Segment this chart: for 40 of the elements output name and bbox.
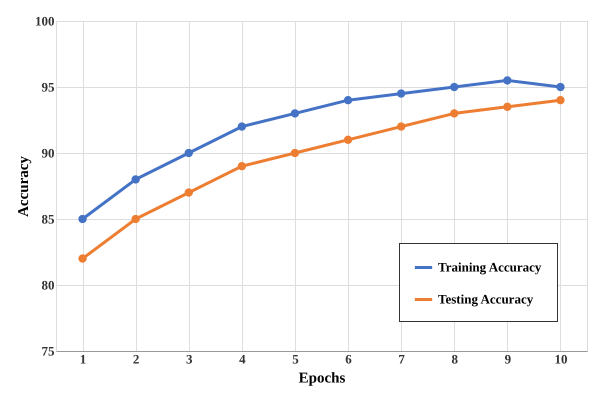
- point: [184, 188, 193, 197]
- y-tick-label: 90: [42, 146, 54, 160]
- point: [344, 136, 352, 144]
- x-tick-label: 3: [186, 352, 193, 366]
- x-axis-title: Epochs: [298, 370, 346, 386]
- legend-label: Training Accuracy: [438, 260, 542, 274]
- y-tick-label: 80: [42, 278, 54, 292]
- x-tick-label: 8: [452, 352, 458, 366]
- point: [238, 122, 246, 131]
- x-tick-label: 4: [239, 352, 246, 366]
- point: [78, 254, 87, 263]
- point: [238, 162, 246, 170]
- x-tick-label: 1: [80, 352, 86, 366]
- legend-label: Testing Accuracy: [438, 292, 534, 306]
- point: [396, 89, 406, 98]
- y-tick-label: 85: [42, 212, 55, 226]
- point: [396, 122, 406, 131]
- x-tick-label: 2: [132, 352, 140, 366]
- point: [503, 102, 512, 111]
- point: [78, 214, 87, 224]
- y-tick-label: 75: [42, 344, 55, 358]
- point: [290, 109, 300, 118]
- point: [184, 148, 193, 158]
- point: [556, 82, 565, 92]
- point: [290, 148, 300, 158]
- y-tick-label: 95: [42, 80, 55, 94]
- point: [450, 82, 458, 92]
- x-tick-label: 7: [398, 352, 406, 366]
- point: [503, 76, 512, 85]
- x-tick-label: 9: [504, 352, 512, 366]
- y-axis-title: Accuracy: [16, 156, 32, 217]
- x-tick-label: 6: [345, 352, 352, 366]
- point: [450, 109, 458, 118]
- point: [556, 96, 565, 104]
- point: [131, 214, 140, 224]
- x-tick-label: 5: [292, 352, 300, 366]
- y-tick-label: 100: [35, 14, 54, 28]
- x-tick-label: 10: [554, 352, 568, 366]
- point: [131, 175, 140, 184]
- point: [344, 96, 352, 104]
